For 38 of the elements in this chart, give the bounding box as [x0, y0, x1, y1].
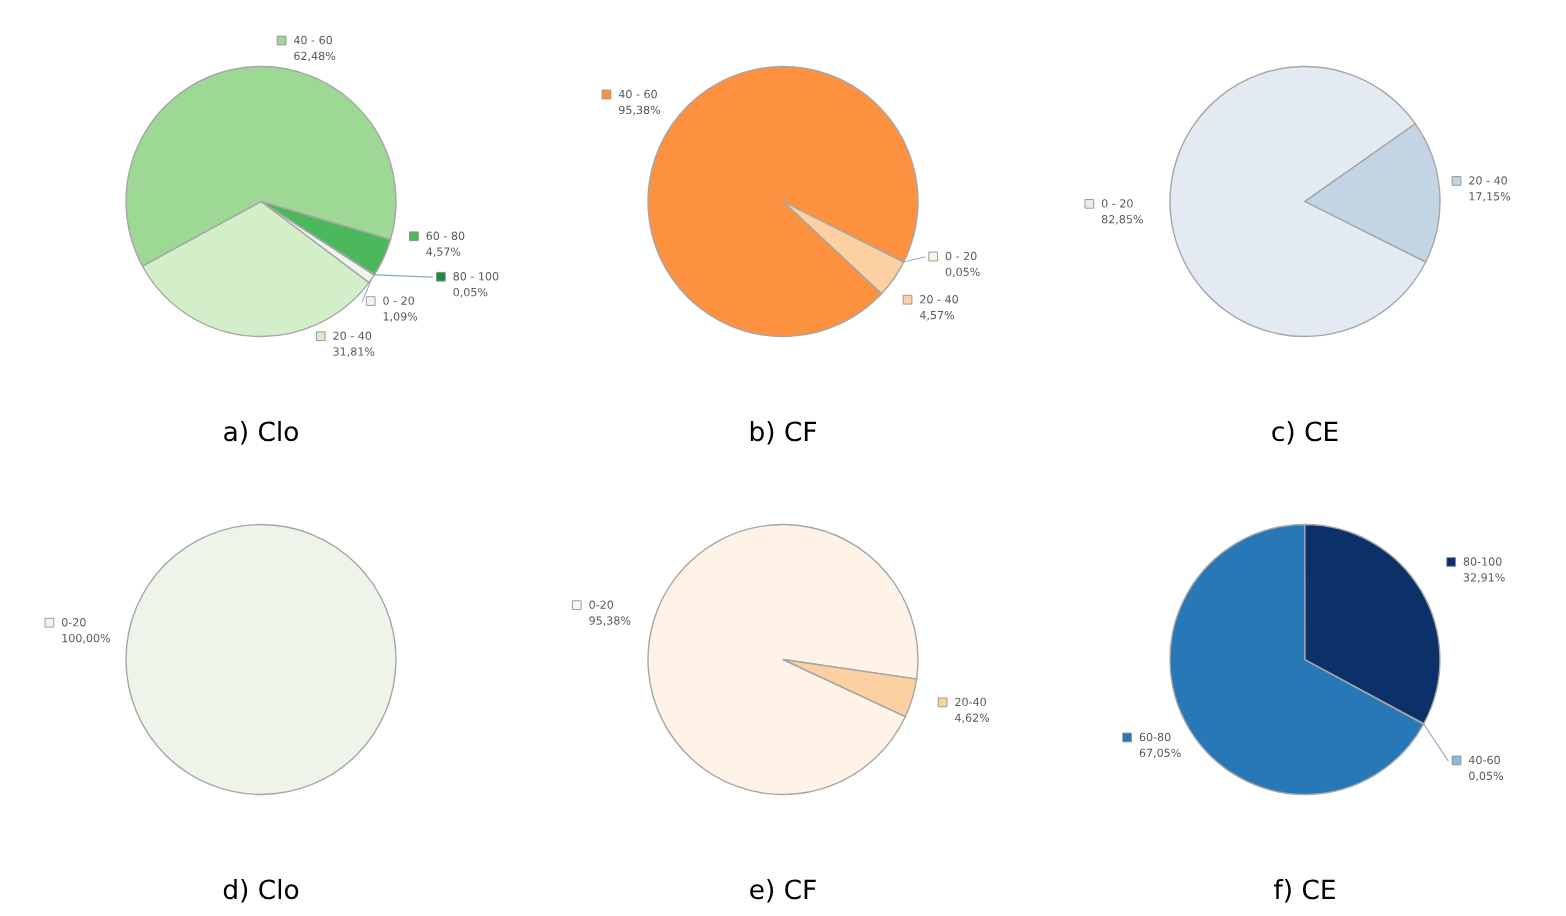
data-label: 1,09%: [383, 312, 418, 322]
legend-label: 60 - 80: [426, 231, 465, 241]
data-label: 0,05%: [945, 267, 980, 278]
legend-label: 0 - 20: [945, 251, 977, 261]
legend-label: 60-80: [1139, 732, 1171, 742]
legend-label: 40-60: [1468, 755, 1500, 765]
legend-label: 80-100: [1463, 557, 1502, 566]
data-label: 67,05%: [1139, 748, 1181, 759]
text: f) CE: [1274, 878, 1335, 903]
data-label: 31,81%: [333, 347, 375, 357]
data-label: 95,38%: [619, 105, 661, 116]
data-label: 0,05%: [453, 287, 488, 298]
legend-label: 0-20: [589, 600, 614, 609]
data-label: 4,57%: [426, 247, 461, 257]
data-label: 62,48%: [294, 51, 336, 62]
data-label: 0,05%: [1469, 771, 1504, 782]
data-label: 4,62%: [954, 713, 990, 724]
legend-label: 0 - 20: [383, 296, 415, 305]
legend-label: 40 - 60: [293, 35, 333, 45]
text: a) Clo: [224, 420, 298, 445]
legend-label: 20 - 40: [920, 295, 958, 304]
legend-label: 20 - 40: [333, 331, 372, 340]
data-label: 17,15%: [1469, 192, 1511, 202]
data-label: 100,00%: [62, 633, 111, 644]
legend-label: 0-20: [61, 618, 86, 627]
text: b) CF: [750, 420, 816, 445]
text: d) Clo: [223, 878, 299, 903]
data-label: 82,85%: [1101, 215, 1143, 225]
data-label: 95,38%: [589, 616, 631, 626]
legend-label: 0 - 20: [1101, 199, 1133, 208]
legend-label: 20 - 40: [1469, 176, 1507, 185]
text: c) CE: [1272, 420, 1338, 445]
legend-label: 40 - 60: [618, 89, 657, 99]
legend-label: 20-40: [955, 697, 986, 707]
data-label: 4,57%: [919, 310, 955, 321]
text: e) CF: [750, 878, 816, 903]
data-label: 32,91%: [1463, 573, 1505, 583]
legend-label: 80 - 100: [453, 272, 499, 281]
